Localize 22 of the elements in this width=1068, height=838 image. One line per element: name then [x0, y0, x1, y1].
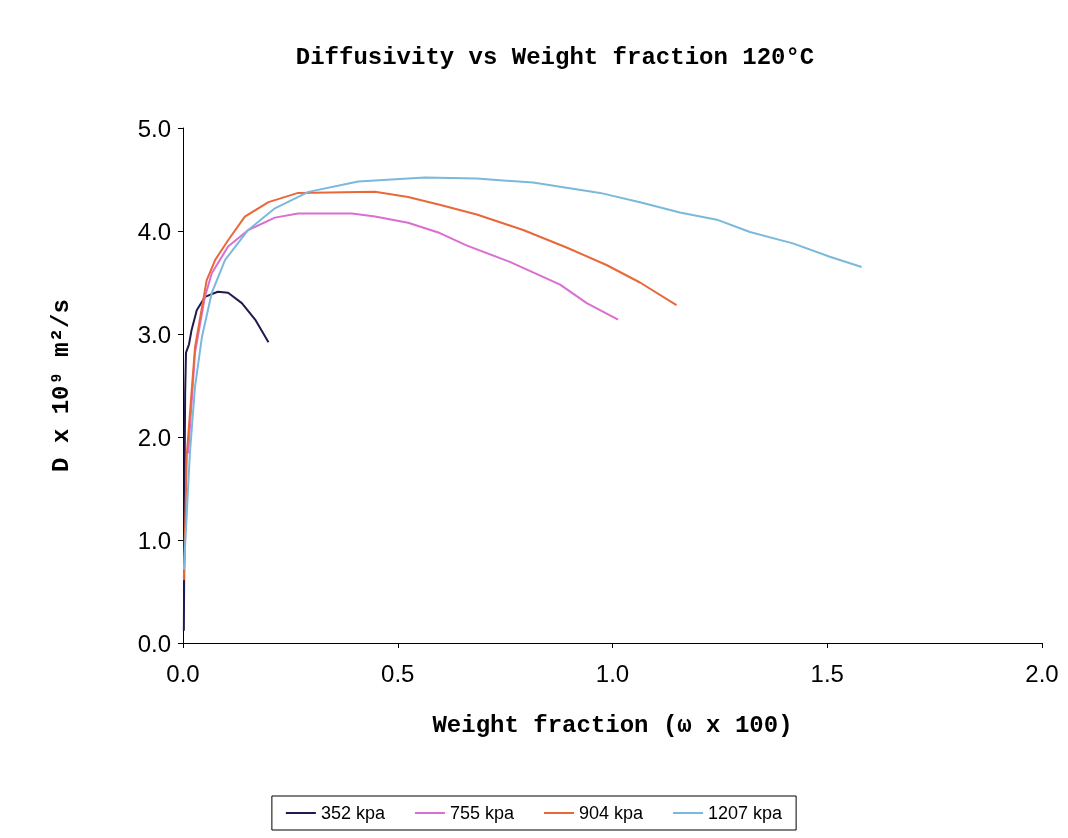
x-tick-label: 1.0 [595, 659, 630, 687]
chart-title: Diffusivity vs Weight fraction 120°C [295, 43, 815, 71]
x-tick-label: 2.0 [1025, 659, 1059, 687]
legend-label: 352 kpa [320, 803, 386, 823]
line-series [182, 176, 863, 571]
y-axis-title: D x 10⁹ m²/s [47, 299, 75, 472]
line-series [182, 190, 678, 582]
line-series [187, 212, 620, 455]
y-tick-label: 3.0 [137, 320, 171, 348]
legend-label: 755 kpa [449, 803, 515, 823]
legend-label: 904 kpa [578, 803, 645, 823]
x-tick-label: 1.5 [810, 659, 844, 687]
line-series [182, 290, 270, 632]
legend-label: 1207 kpa [708, 803, 784, 823]
y-tick-label: 2.0 [137, 423, 171, 451]
x-tick-label: 0.0 [166, 659, 200, 687]
y-tick-label: 5.0 [137, 114, 171, 142]
y-tick-label: 1.0 [137, 526, 171, 554]
x-tick-label: 0.5 [381, 659, 415, 687]
y-tick-label: 4.0 [137, 217, 171, 245]
y-tick-label: 0.0 [137, 629, 171, 657]
x-axis-title: Weight fraction (ω x 100) [432, 711, 793, 739]
